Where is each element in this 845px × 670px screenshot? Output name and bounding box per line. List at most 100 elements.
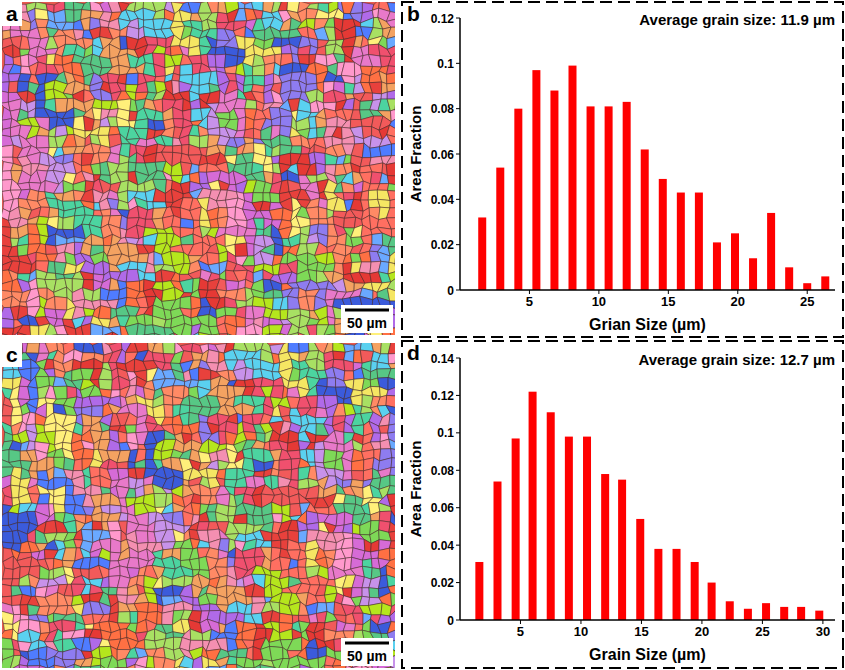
grain <box>354 181 364 193</box>
grain <box>324 18 334 28</box>
grain <box>369 55 382 68</box>
grain <box>93 261 104 275</box>
grain <box>298 55 309 65</box>
grain <box>388 237 395 247</box>
grain <box>17 234 28 246</box>
grain <box>308 128 317 139</box>
grain <box>117 200 129 210</box>
grain <box>198 332 211 335</box>
grain <box>207 54 216 67</box>
grain <box>171 272 180 281</box>
grain <box>137 237 144 245</box>
grain <box>387 288 395 301</box>
grain <box>265 144 272 157</box>
grain <box>225 323 237 335</box>
grain <box>244 76 253 86</box>
grain <box>45 273 56 280</box>
grain <box>153 189 166 203</box>
grain <box>180 64 193 75</box>
grain <box>20 614 29 620</box>
grain <box>81 18 91 31</box>
grain <box>91 234 103 245</box>
grain <box>253 10 263 20</box>
grain <box>37 216 49 224</box>
grain <box>47 261 55 273</box>
grain <box>37 550 45 561</box>
grain <box>307 296 316 311</box>
grain <box>44 369 55 377</box>
grain <box>37 224 49 237</box>
grain <box>261 126 272 140</box>
grain <box>287 272 297 284</box>
grain <box>341 62 354 77</box>
grain <box>58 217 63 230</box>
grain <box>369 44 381 56</box>
grain <box>26 296 40 307</box>
grain <box>189 125 200 136</box>
grain <box>84 206 94 215</box>
grain <box>325 154 338 165</box>
grain <box>44 423 56 433</box>
grain <box>199 163 208 172</box>
grain <box>181 324 192 335</box>
grain <box>387 99 395 111</box>
grain <box>190 99 201 110</box>
grain <box>145 37 158 46</box>
grain <box>256 229 264 236</box>
grain <box>152 218 164 229</box>
panel-letter-bg <box>2 2 22 26</box>
grain <box>188 55 201 64</box>
grain <box>11 164 22 171</box>
grain <box>387 90 395 99</box>
grain <box>361 45 369 56</box>
grain <box>199 83 210 94</box>
grain <box>372 8 378 18</box>
grain <box>66 664 75 668</box>
grain <box>144 314 153 325</box>
grain <box>18 262 32 274</box>
grain <box>2 72 9 83</box>
grain <box>225 146 238 156</box>
grain <box>38 647 47 661</box>
grain <box>99 44 110 59</box>
grain <box>72 299 85 308</box>
grain <box>263 224 271 237</box>
grain <box>101 209 111 216</box>
grain <box>163 107 173 121</box>
grain <box>173 107 184 119</box>
grain <box>206 36 217 48</box>
grain <box>263 193 271 203</box>
grain <box>74 397 83 408</box>
grain <box>27 441 35 451</box>
grain <box>290 135 302 146</box>
grain <box>170 35 181 46</box>
grain <box>272 38 282 47</box>
grain <box>334 333 346 335</box>
grain <box>12 605 21 615</box>
grain <box>74 134 85 146</box>
grain <box>134 128 148 139</box>
grain <box>342 136 355 144</box>
grain <box>2 611 14 625</box>
grain <box>361 74 370 83</box>
grain <box>20 605 29 616</box>
grain <box>2 91 8 104</box>
grain <box>100 19 110 27</box>
grain <box>272 145 281 157</box>
grain <box>110 332 121 335</box>
grain <box>219 334 227 335</box>
grain <box>53 639 63 652</box>
grain <box>388 190 396 200</box>
grain <box>350 2 362 14</box>
grain <box>280 296 288 310</box>
grain <box>172 73 180 81</box>
grain <box>179 135 189 145</box>
grain <box>278 2 287 11</box>
grain <box>162 146 173 153</box>
map-ground <box>2 2 395 335</box>
grain <box>65 335 76 336</box>
grain <box>28 648 39 660</box>
grain <box>129 153 137 163</box>
grain <box>127 206 139 218</box>
grain <box>63 93 73 99</box>
